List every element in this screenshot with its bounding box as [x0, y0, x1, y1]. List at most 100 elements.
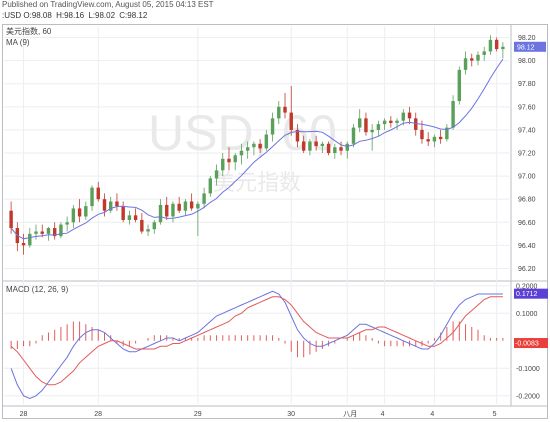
- candle-body: [109, 201, 113, 211]
- candle: [121, 201, 125, 223]
- ma-line: [10, 58, 504, 240]
- candle-body: [370, 129, 374, 133]
- candle-body: [96, 187, 100, 200]
- time-tick-label: 28: [20, 411, 28, 418]
- candle-body: [152, 222, 156, 230]
- candle: [158, 199, 163, 225]
- high-value: 98.16: [64, 11, 85, 20]
- candle: [438, 129, 443, 144]
- candle: [364, 112, 368, 136]
- candle-body: [277, 106, 281, 119]
- candle: [258, 139, 262, 153]
- macd-line: [10, 290, 503, 400]
- candle: [401, 109, 405, 126]
- candle: [488, 35, 493, 55]
- candle-body: [420, 129, 424, 140]
- candle-body: [59, 224, 63, 237]
- price-tick-label: 97.40: [518, 127, 536, 134]
- candle-body: [40, 231, 44, 234]
- candle: [183, 199, 188, 216]
- close-label: C:: [119, 11, 128, 20]
- candle: [445, 124, 449, 142]
- candle-body: [258, 143, 262, 149]
- candle: [133, 208, 138, 223]
- price-tick-label: 98.20: [518, 35, 536, 42]
- symbol-label: :USD: [2, 11, 22, 20]
- candle: [127, 210, 132, 225]
- signal-line: [10, 296, 503, 386]
- candle: [501, 42, 505, 59]
- time-axis: 28 28 29 30 八月 4 4 5: [20, 410, 497, 418]
- candle: [277, 101, 281, 125]
- candle-body: [270, 118, 275, 135]
- candle: [115, 193, 119, 211]
- candle-body: [9, 210, 13, 229]
- candle: [351, 124, 356, 148]
- macd-tick-label: 0.1000: [516, 311, 538, 318]
- candle: [289, 86, 293, 136]
- candle: [40, 224, 44, 238]
- candle-body: [245, 147, 250, 151]
- candle: [109, 196, 113, 214]
- ohlc-readout: :USD O:98.08 H:98.16 L:98.02 C:98.12: [2, 11, 542, 21]
- candle: [494, 37, 499, 52]
- candle-body: [401, 112, 405, 121]
- macd-tick-label: -0.2000: [516, 393, 540, 400]
- macd-value-badge: [514, 288, 548, 299]
- candle: [295, 124, 300, 148]
- candle-body: [364, 118, 368, 133]
- candle: [52, 222, 57, 240]
- candle: [196, 201, 200, 237]
- candle: [463, 51, 468, 75]
- candle-body: [482, 51, 486, 55]
- candle: [90, 185, 94, 211]
- candle: [245, 141, 250, 159]
- candle-body: [239, 150, 244, 156]
- candle-body: [46, 228, 51, 234]
- macd-tick-label: 0.2000: [516, 283, 538, 290]
- candle: [457, 66, 462, 105]
- candle-body: [457, 69, 462, 102]
- candle-body: [382, 120, 387, 125]
- candle: [326, 141, 331, 156]
- open-label: O:: [23, 11, 32, 20]
- candle-body: [21, 243, 26, 246]
- price-tick-label: 97.00: [518, 174, 536, 181]
- time-tick-label: 29: [194, 411, 202, 418]
- last-price-badge: [514, 41, 546, 52]
- candle-body: [463, 58, 468, 70]
- candle-body: [351, 127, 356, 144]
- price-tick-label: 98.00: [518, 58, 536, 65]
- candle-body: [308, 141, 312, 151]
- candle: [376, 120, 381, 136]
- candle-body: [301, 141, 306, 151]
- price-tick-label: 97.60: [518, 104, 536, 111]
- chart-frame: [2, 24, 548, 419]
- time-tick-label: 4: [430, 411, 434, 418]
- price-tick-label: 96.80: [518, 197, 536, 204]
- macd-value: 0.1712: [516, 291, 538, 298]
- candle-body: [214, 170, 219, 179]
- candle-body: [171, 203, 175, 217]
- candle: [208, 176, 213, 197]
- candle: [407, 106, 412, 125]
- candle: [358, 109, 362, 133]
- candle-body: [376, 124, 381, 130]
- candle-body: [177, 203, 181, 211]
- candle-body: [283, 106, 287, 113]
- candle-body: [102, 199, 107, 211]
- close-value: 98.12: [127, 11, 148, 20]
- candle-body: [233, 155, 237, 163]
- candle-body: [189, 201, 194, 209]
- candle: [239, 143, 244, 165]
- candle-body: [432, 136, 437, 142]
- candle-body: [451, 101, 455, 128]
- candle: [382, 118, 387, 130]
- macd-histogram: [10, 321, 504, 358]
- candle-body: [221, 158, 225, 171]
- candle: [283, 92, 287, 119]
- candle-body: [140, 219, 144, 232]
- candle: [96, 181, 100, 202]
- candle-body: [395, 120, 399, 123]
